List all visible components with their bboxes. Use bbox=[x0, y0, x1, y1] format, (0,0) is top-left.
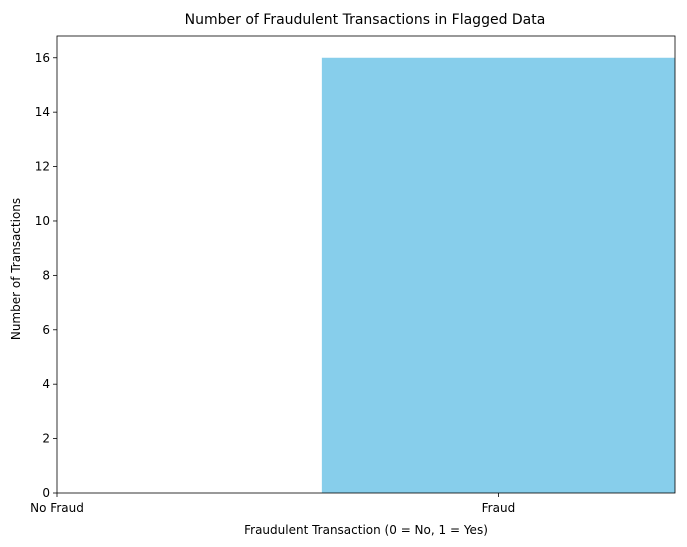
chart-title: Number of Fraudulent Transactions in Fla… bbox=[185, 12, 546, 28]
y-tick-label: 14 bbox=[35, 105, 50, 119]
y-tick-label: 8 bbox=[42, 268, 50, 282]
y-axis-label: Number of Transactions bbox=[9, 198, 23, 340]
x-tick-label: No Fraud bbox=[30, 501, 84, 515]
bar bbox=[321, 57, 675, 494]
y-tick-label: 12 bbox=[35, 160, 50, 174]
y-tick-label: 0 bbox=[42, 486, 50, 500]
y-tick-label: 16 bbox=[35, 51, 50, 65]
y-tick-label: 4 bbox=[42, 377, 50, 391]
y-tick-label: 10 bbox=[35, 214, 50, 228]
y-tick-label: 2 bbox=[42, 432, 50, 446]
x-axis-label: Fraudulent Transaction (0 = No, 1 = Yes) bbox=[244, 523, 488, 537]
plot-area: 0 2 4 6 8 10 12 14 16 No Fraud Fraud bbox=[30, 35, 676, 515]
plot-frame bbox=[56, 35, 676, 494]
y-tick-label: 6 bbox=[42, 323, 50, 337]
x-tick-label: Fraud bbox=[482, 501, 516, 515]
